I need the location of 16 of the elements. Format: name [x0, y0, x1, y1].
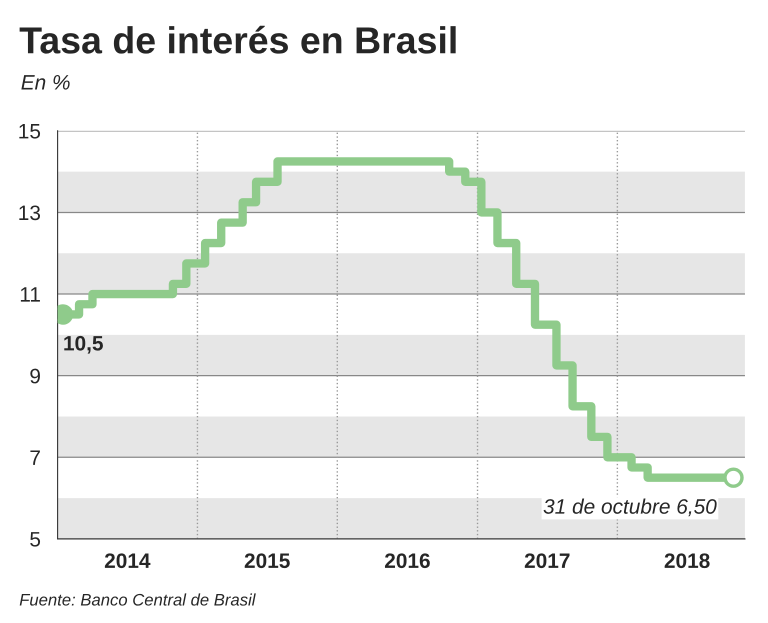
x-tick-label: 2016 — [384, 553, 430, 568]
annotation: 31 de octubre 6,50 — [544, 498, 717, 516]
y-tick-label: 11 — [20, 287, 40, 302]
x-tick-label: 2014 — [104, 553, 150, 568]
annotation: 10,5 — [64, 336, 103, 354]
y-tick-label: 7 — [30, 450, 40, 465]
y-axis-title: En % — [21, 75, 70, 90]
y-tick-label: 13 — [19, 205, 40, 220]
y-tick-label: 15 — [19, 124, 40, 139]
y-tick-label: 9 — [30, 368, 40, 384]
source-note: Fuente: Banco Central de Brasil — [20, 593, 256, 606]
x-tick-label: 2018 — [664, 553, 710, 568]
x-tick-label: 2015 — [244, 553, 290, 568]
chart-title: Tasa de interés en Brasil — [20, 26, 456, 54]
y-tick-label: 5 — [30, 532, 40, 547]
x-tick-label: 2017 — [524, 553, 570, 568]
